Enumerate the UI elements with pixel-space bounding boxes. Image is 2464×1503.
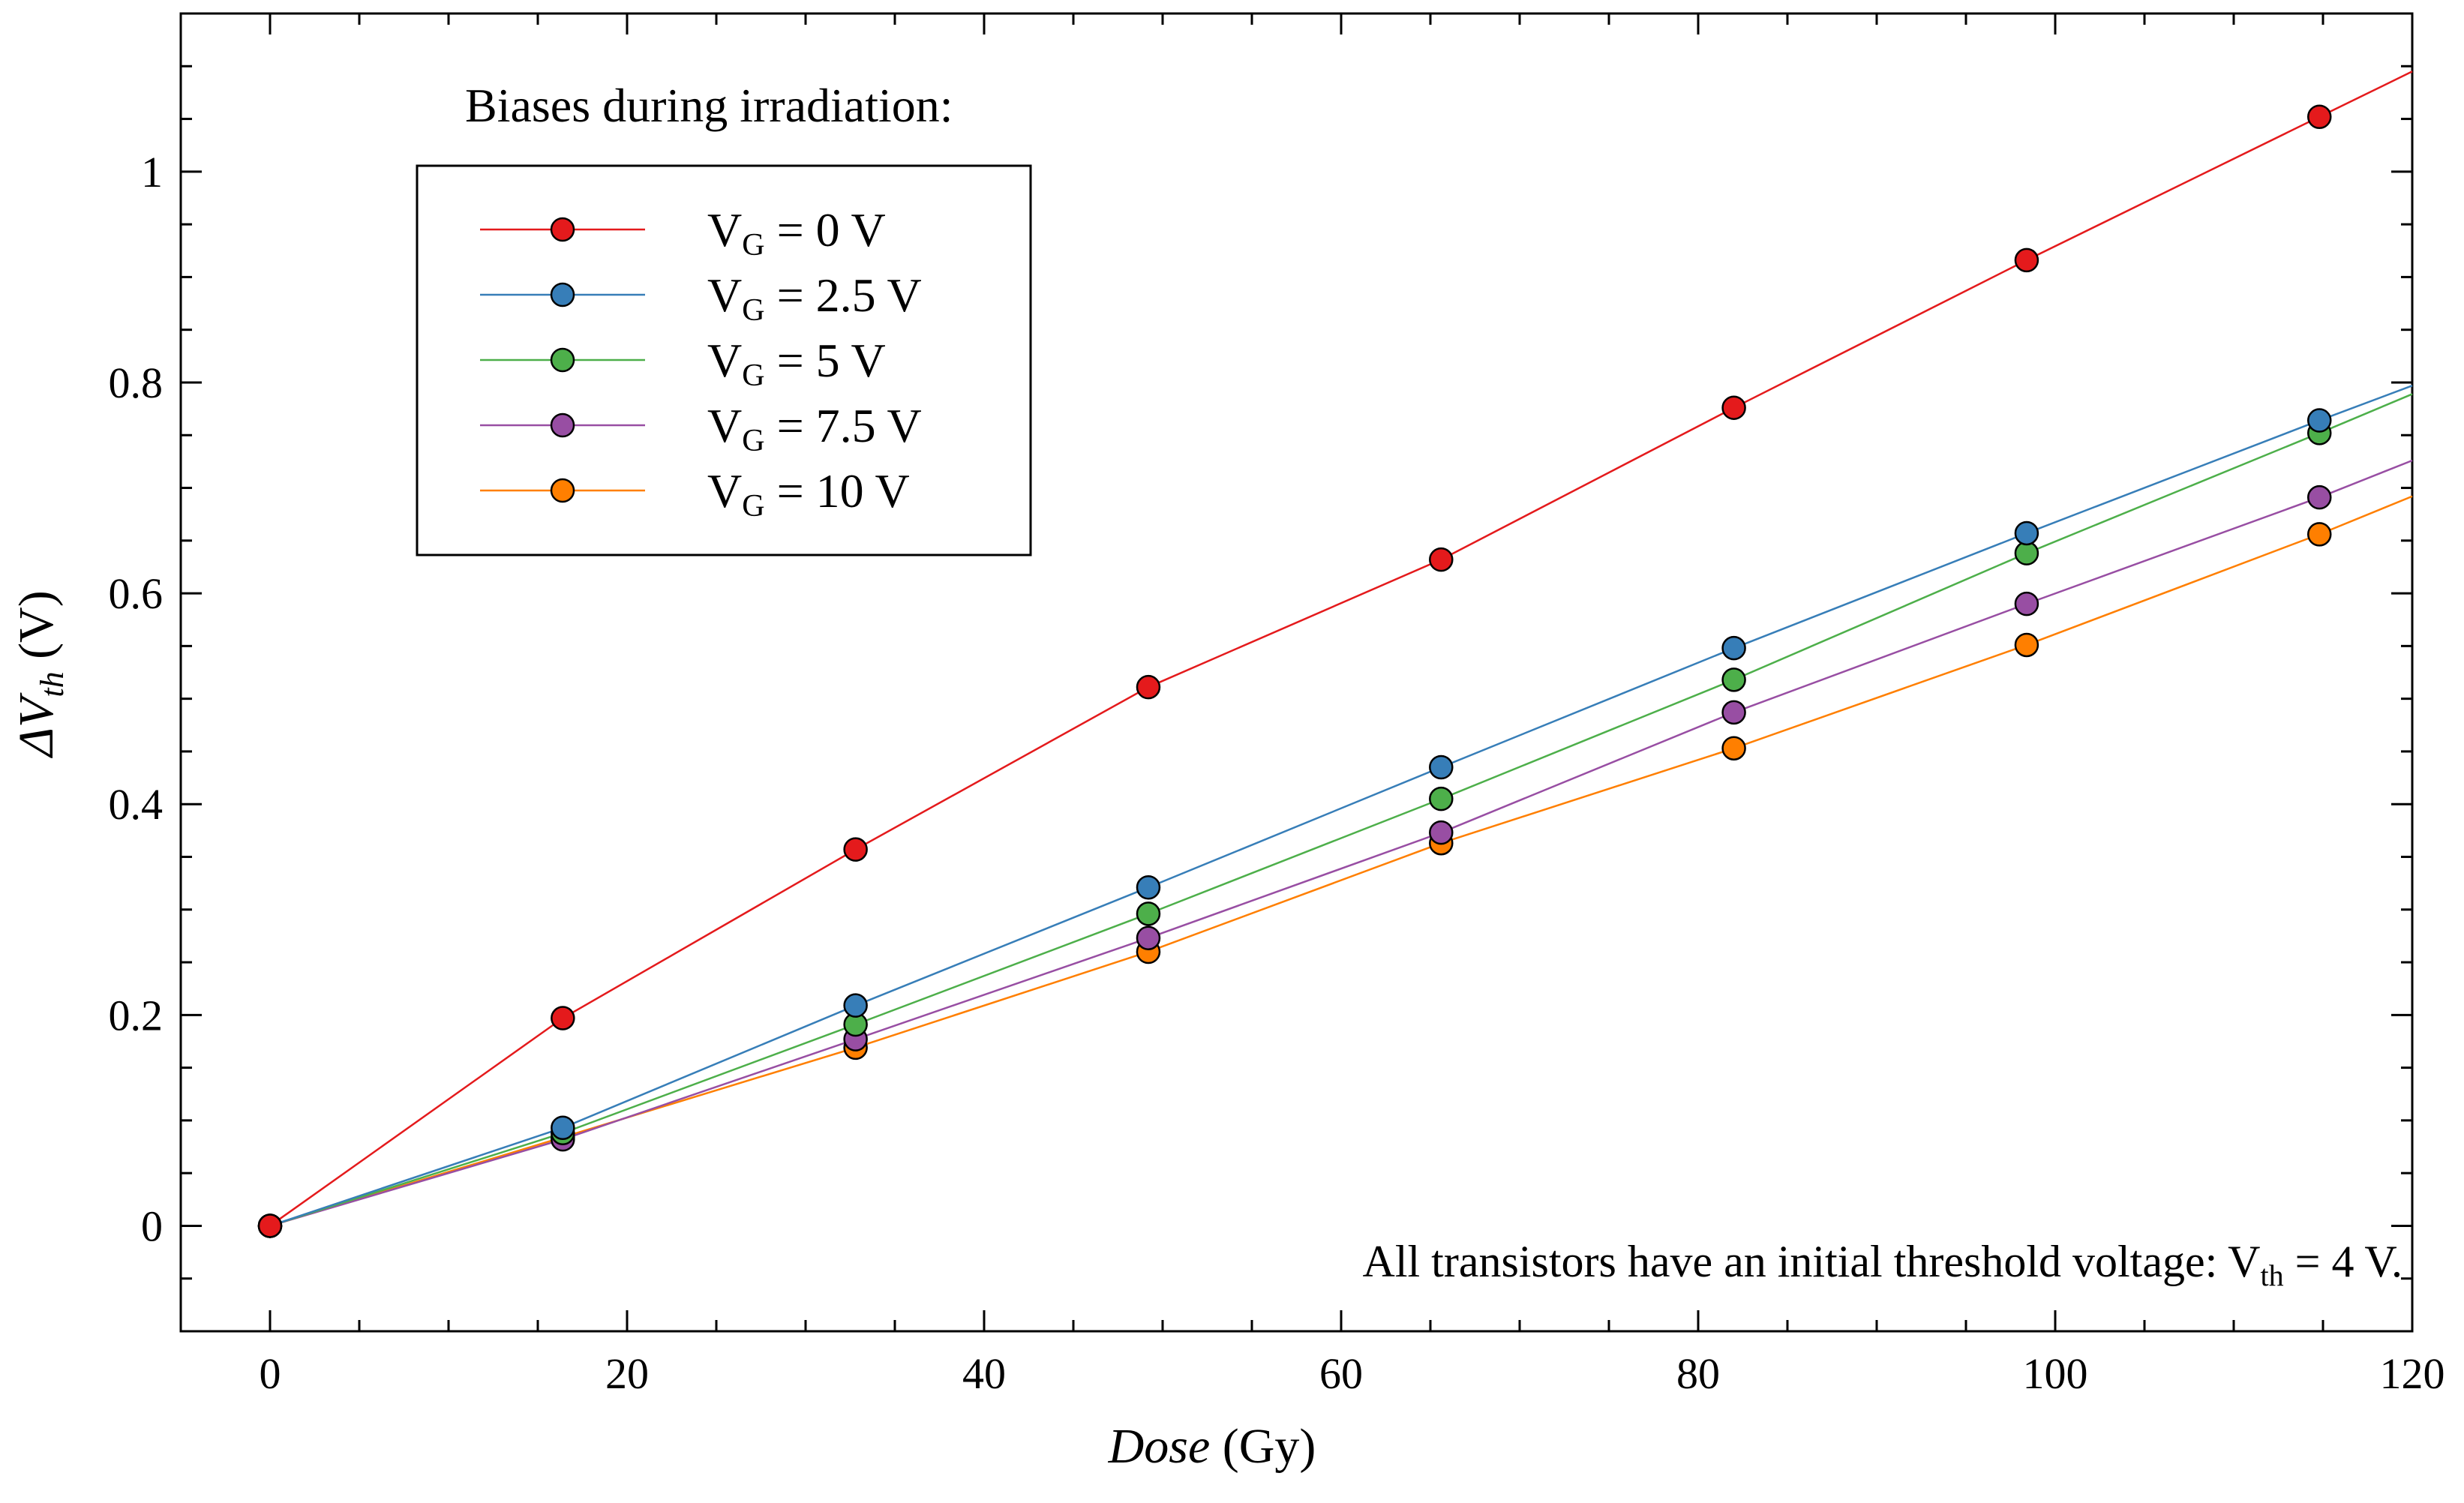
legend-label: VG = 5 V <box>707 334 886 393</box>
y-tick-label: 1 <box>141 148 163 196</box>
y-tick-label: 0.2 <box>109 991 164 1040</box>
data-point <box>1136 674 1161 700</box>
data-point <box>551 1115 575 1140</box>
data-point <box>257 1214 283 1238</box>
data-point <box>2306 522 2332 547</box>
legend-label: VG = 0 V <box>707 203 886 262</box>
legend-label: VG = 10 V <box>707 464 910 524</box>
data-point <box>1721 700 1746 725</box>
data-point <box>1429 820 1454 845</box>
legend-entries: VG = 0 V VG = 2.5 V VG = 5 V VG = 7.5 V VG =… <box>480 203 922 524</box>
y-tick-label: 0.4 <box>109 780 164 829</box>
x-tick-label: 0 <box>260 1349 281 1398</box>
y-tick-label: 0 <box>141 1202 163 1250</box>
x-tick-label: 20 <box>605 1349 649 1398</box>
x-tick-label: 120 <box>2380 1349 2445 1398</box>
data-point <box>1429 547 1454 572</box>
data-point <box>1721 635 1746 661</box>
x-tick-label: 100 <box>2023 1349 2088 1398</box>
x-tick-label: 60 <box>1319 1349 1363 1398</box>
y-axis-title: ΔVth (V) <box>9 590 71 758</box>
legend-label: VG = 7.5 V <box>707 399 922 458</box>
data-point <box>2306 484 2332 510</box>
data-point <box>1721 736 1746 760</box>
y-tick-label: 0.6 <box>109 569 164 618</box>
data-point <box>1429 754 1454 780</box>
data-point <box>551 1006 575 1030</box>
series-line-3 <box>269 459 2413 1227</box>
legend-title: Biases during irradiation: <box>465 79 953 132</box>
y-tick-label: 0.8 <box>109 358 164 407</box>
legend-marker <box>550 347 575 373</box>
legend-marker <box>550 217 575 242</box>
series-points <box>257 104 2332 1238</box>
data-point <box>1429 786 1454 812</box>
data-point <box>1136 874 1161 900</box>
y-tick-labels: 0 0.2 0.4 0.6 0.8 1 <box>109 148 164 1251</box>
data-point <box>2014 632 2039 658</box>
data-point <box>2014 591 2039 616</box>
data-point <box>1721 668 1746 692</box>
data-point <box>2014 520 2039 546</box>
legend-marker <box>550 412 575 438</box>
x-tick-label: 40 <box>962 1349 1006 1398</box>
legend-marker <box>550 478 575 503</box>
data-point <box>1136 902 1161 926</box>
data-point <box>1721 395 1746 420</box>
data-point <box>2014 248 2039 273</box>
data-point <box>843 993 868 1018</box>
data-point <box>2306 408 2332 433</box>
x-tick-labels: 0 20 40 60 80 100 120 <box>260 1349 2445 1398</box>
data-point <box>2306 104 2332 129</box>
plot-frame <box>179 12 2414 1333</box>
data-point <box>843 837 868 862</box>
axis-ticks <box>179 12 2414 1333</box>
legend-label: VG = 2.5 V <box>707 268 922 328</box>
data-point <box>1136 926 1161 950</box>
x-axis-title: Dose (Gy) <box>1108 1419 1316 1474</box>
x-tick-label: 80 <box>1676 1349 1720 1398</box>
legend-marker <box>550 282 575 308</box>
annotation: All transistors have an initial threshol… <box>1363 1237 2403 1292</box>
